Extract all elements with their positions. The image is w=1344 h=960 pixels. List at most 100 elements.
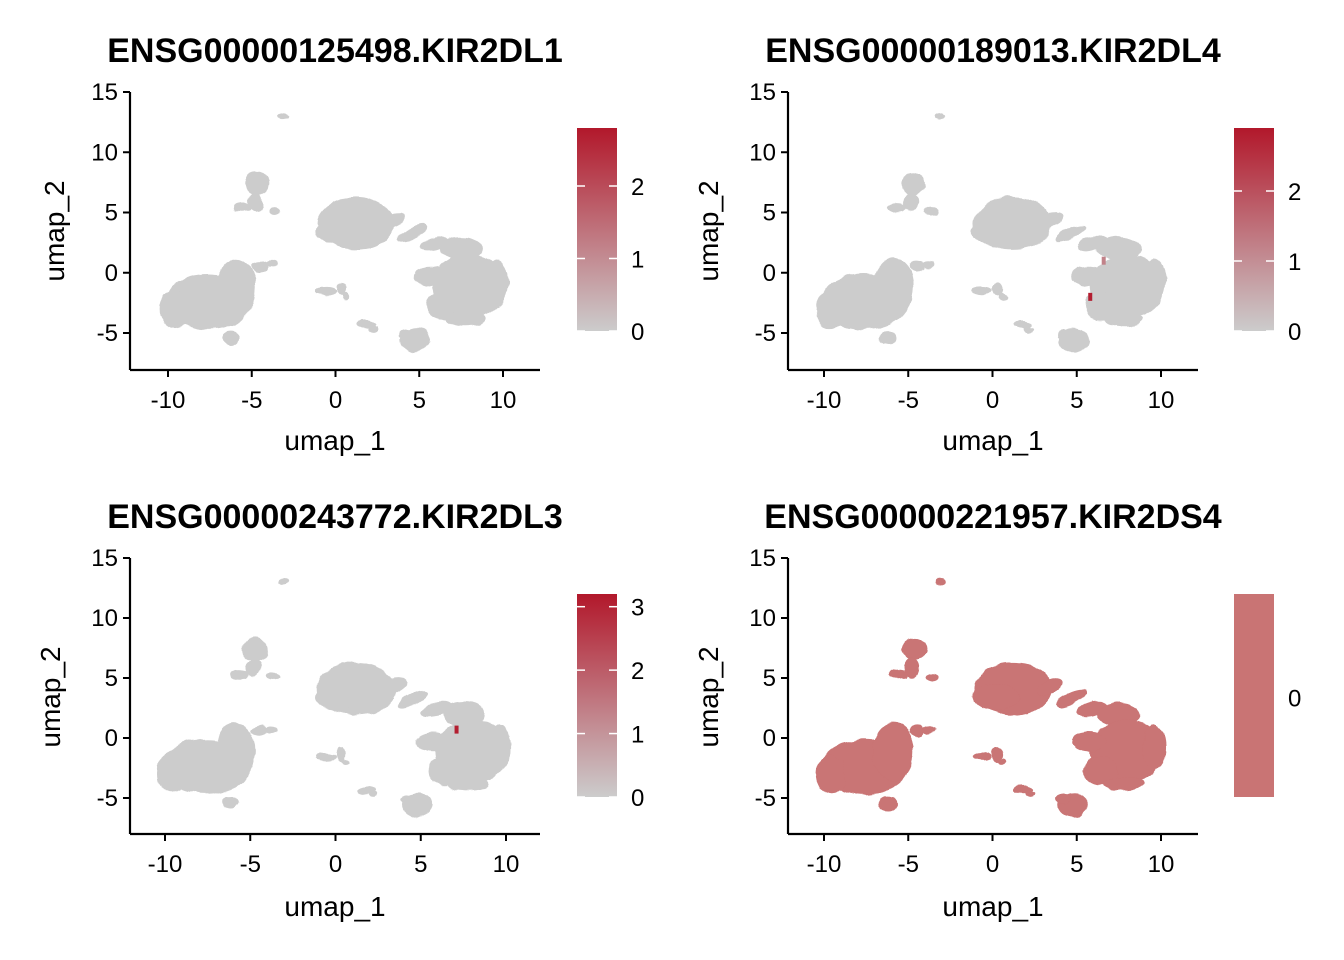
- cell-cluster: [415, 732, 450, 752]
- cell-cluster: [242, 638, 269, 660]
- y-tick-label: -5: [755, 320, 776, 347]
- cell-cluster: [1024, 791, 1035, 798]
- cell-cluster: [315, 218, 363, 246]
- cell-cluster: [1024, 326, 1035, 333]
- colorbar-tick-label: 2: [631, 658, 644, 685]
- panel-kir2ds4: ENSG00000221957.KIR2DS4 -10 -5 0 5 10 -5 0 5 10 1…: [693, 498, 1301, 922]
- cell-cluster: [922, 260, 935, 268]
- cell-cloud: [815, 579, 1167, 818]
- cell-cluster: [341, 293, 350, 300]
- colorbar-tick-label: 0: [631, 319, 644, 346]
- panel-kir2dl4: ENSG00000189013.KIR2DL4 -10 -5 0 5 10-505101…: [693, 32, 1301, 456]
- color-legend: 0 1 2 3: [577, 594, 644, 812]
- cell-cluster: [232, 204, 251, 214]
- x-tick-label: -10: [148, 851, 183, 878]
- y-axis-label: umap_2: [39, 180, 70, 281]
- y-tick-label: 10: [91, 605, 118, 632]
- cell-cluster: [400, 794, 414, 804]
- y-axis-label: umap_2: [35, 646, 66, 747]
- panel-kir2dl1: ENSG00000125498.KIR2DL1 -10 -5 0 5 10-505101…: [39, 32, 644, 456]
- cell-cluster: [1142, 259, 1167, 306]
- y-tick-label: 0: [105, 260, 118, 287]
- x-tick-label: 5: [1070, 851, 1083, 878]
- cell-cluster: [380, 678, 407, 695]
- cell-cluster: [972, 287, 993, 297]
- x-axis-label: umap_1: [942, 891, 1043, 922]
- cell-cluster: [872, 723, 914, 782]
- cell-cluster: [487, 724, 512, 771]
- expressing-cell-point: [1088, 292, 1093, 301]
- x-tick-label: 10: [490, 387, 517, 414]
- cell-cluster: [441, 702, 486, 726]
- cell-cluster: [900, 638, 926, 660]
- x-axis-label: umap_1: [942, 425, 1043, 456]
- x-axis-label: umap_1: [284, 891, 385, 922]
- cell-cluster: [335, 747, 346, 762]
- cell-cluster: [1103, 311, 1145, 326]
- cell-cluster: [399, 329, 413, 340]
- cell-cluster: [935, 579, 946, 585]
- y-tick-label: -5: [755, 785, 776, 812]
- color-legend: 0 1 2: [1234, 128, 1301, 346]
- cell-cluster: [872, 258, 914, 317]
- cell-cluster: [278, 113, 289, 120]
- x-tick-label: 10: [493, 851, 520, 878]
- cell-cluster: [925, 672, 939, 681]
- cell-cluster: [315, 753, 336, 762]
- axes: -10 -5 0 5 10 -5 0 5 10 15: [749, 545, 1198, 878]
- cell-cluster: [315, 287, 336, 297]
- cell-cluster: [216, 258, 257, 317]
- colorbar-tick-label: 1: [631, 247, 644, 274]
- cell-cluster: [908, 725, 926, 737]
- colorbar-tick-label: 1: [1288, 249, 1301, 276]
- x-tick-label: -10: [807, 851, 842, 878]
- colorbar-tick-label: 0: [631, 785, 644, 812]
- cell-cluster: [992, 747, 1003, 762]
- x-tick-label: 0: [986, 851, 999, 878]
- y-axis-label: umap_2: [693, 180, 724, 281]
- y-tick-label: 0: [763, 725, 776, 752]
- cell-cluster: [230, 669, 250, 680]
- colorbar-tick-label: 1: [631, 722, 644, 749]
- cell-cluster: [900, 172, 926, 195]
- panel-kir2dl3: ENSG00000243772.KIR2DL3 -10 -5 0 5 10-505101…: [35, 498, 644, 922]
- y-tick-label: 15: [749, 79, 776, 106]
- cell-cluster: [265, 260, 278, 268]
- colorbar: [577, 128, 617, 331]
- axes: -10 -5 0 5 10 -5 0 5 10 15: [91, 79, 540, 414]
- cell-cluster: [267, 672, 281, 681]
- x-tick-label: 0: [986, 387, 999, 414]
- cell-cluster: [992, 282, 1003, 297]
- cell-cluster: [268, 207, 282, 216]
- cell-cluster: [972, 218, 1020, 246]
- y-tick-label: -5: [97, 320, 118, 347]
- cell-cluster: [998, 293, 1007, 300]
- x-tick-label: 10: [1148, 387, 1175, 414]
- cell-cluster: [414, 266, 448, 287]
- cell-cloud: [815, 113, 1167, 353]
- cell-cluster: [264, 726, 277, 734]
- cell-cluster: [1056, 329, 1071, 340]
- cell-cluster: [156, 754, 188, 794]
- panel-title: ENSG00000221957.KIR2DS4: [764, 498, 1221, 536]
- cell-cluster: [1036, 213, 1063, 229]
- cell-cluster: [888, 204, 908, 214]
- colorbar: [1234, 594, 1274, 797]
- cell-cluster: [1142, 724, 1167, 771]
- expressing-cell-point: [1101, 256, 1106, 265]
- cell-cluster: [935, 113, 946, 120]
- colorbar-tick-label: 0: [1288, 319, 1301, 346]
- cell-cloud: [156, 579, 512, 818]
- cell-cluster: [904, 192, 920, 212]
- cell-cluster: [879, 330, 897, 346]
- cell-cluster: [1071, 732, 1106, 752]
- x-axis-label: umap_1: [284, 425, 385, 456]
- cell-cluster: [223, 330, 241, 346]
- y-tick-label: 10: [749, 605, 776, 632]
- colorbar: [577, 594, 617, 797]
- cell-cluster: [925, 207, 939, 216]
- cell-cluster: [425, 290, 460, 320]
- cell-cluster: [879, 795, 897, 810]
- cell-cluster: [815, 289, 846, 329]
- axes: -10 -5 0 5 10 -5 0 5 10 15: [91, 545, 540, 878]
